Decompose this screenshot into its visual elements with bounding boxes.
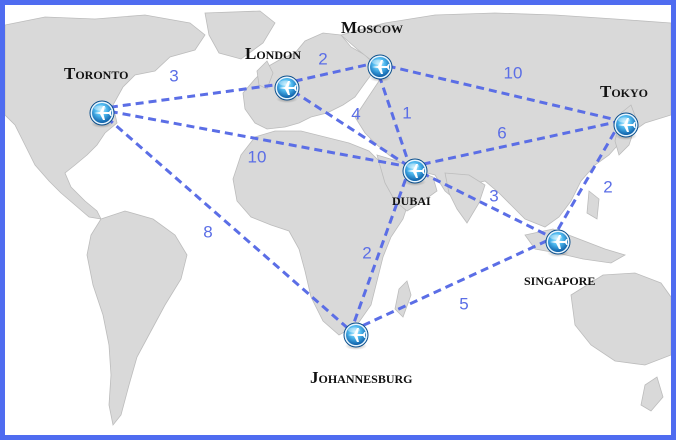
- airplane-icon: [402, 158, 428, 186]
- route-london-moscow: [281, 61, 376, 86]
- route-weight-toronto-dubai: 10: [247, 147, 267, 167]
- airplane-icon: [545, 229, 571, 257]
- city-node-moscow[interactable]: [366, 54, 394, 82]
- route-weight-toronto-johannesburg: 8: [203, 222, 213, 242]
- continent-uk: [256, 60, 274, 90]
- city-node-tokyo[interactable]: [612, 112, 640, 140]
- route-dubai-tokyo: [409, 119, 622, 169]
- continent-india: [444, 172, 486, 224]
- city-label-london: London: [245, 44, 302, 63]
- airplane-icon: [274, 75, 300, 103]
- continent-greenland: [204, 10, 276, 60]
- route-tokyo-singapore: [551, 120, 623, 239]
- continent-madagascar: [394, 280, 412, 318]
- continent-australia: [570, 272, 671, 366]
- airplane-icon: [613, 112, 639, 140]
- route-weight-johannesburg-singapore: 5: [459, 294, 469, 314]
- city-label-singapore: singapore: [524, 270, 596, 289]
- route-weight-dubai-singapore: 3: [489, 186, 499, 206]
- route-weight-dubai-johannesburg: 2: [362, 243, 372, 263]
- continent-indonesia: [524, 228, 627, 264]
- city-label-tokyo: Tokyo: [600, 82, 649, 101]
- continent-new-zealand: [640, 376, 664, 412]
- city-node-london[interactable]: [273, 75, 301, 103]
- route-weight-dubai-tokyo: 6: [497, 123, 507, 143]
- continent-south-america: [86, 210, 188, 426]
- route-toronto-dubai: [96, 107, 411, 169]
- routes: [96, 61, 623, 333]
- route-dubai-johannesburg: [349, 166, 412, 332]
- route-weight-moscow-dubai: 1: [402, 103, 412, 123]
- continent-asia: [340, 12, 671, 228]
- city-node-singapore[interactable]: [544, 229, 572, 257]
- city-node-toronto[interactable]: [88, 100, 116, 128]
- city-label-toronto: Toronto: [64, 64, 129, 83]
- continent-philippines: [586, 190, 600, 220]
- route-weight-london-dubai: 4: [351, 104, 361, 124]
- route-weight-london-moscow: 2: [318, 49, 328, 69]
- airplane-icon: [89, 100, 115, 128]
- continent-africa: [232, 130, 410, 336]
- city-label-dubai: dubai: [392, 190, 431, 209]
- route-weight-moscow-tokyo: 10: [503, 63, 523, 83]
- route-johannesburg-singapore: [350, 236, 554, 333]
- airplane-icon: [343, 322, 369, 350]
- city-label-johannesburg: Johannesburg: [310, 368, 413, 387]
- city-node-dubai[interactable]: [401, 158, 429, 186]
- route-moscow-tokyo: [374, 61, 622, 123]
- city-label-moscow: Moscow: [341, 18, 404, 37]
- route-toronto-johannesburg: [96, 107, 352, 333]
- route-toronto-london: [96, 82, 283, 111]
- route-weight-toronto-london: 3: [169, 66, 179, 86]
- route-dubai-singapore: [409, 165, 554, 240]
- route-weight-tokyo-singapore: 2: [603, 177, 613, 197]
- city-node-johannesburg[interactable]: [342, 322, 370, 350]
- airplane-icon: [367, 54, 393, 82]
